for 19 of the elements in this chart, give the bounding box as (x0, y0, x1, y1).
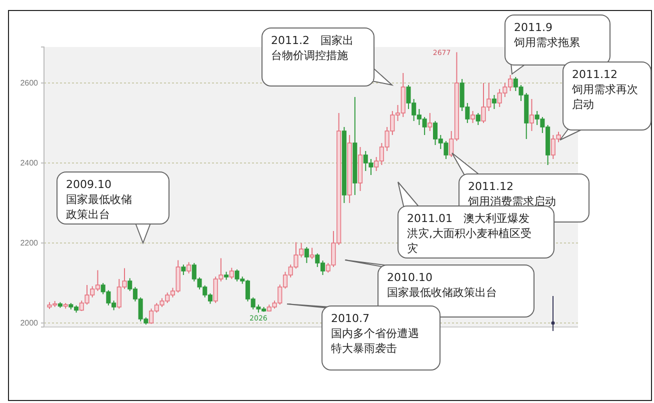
y-tick-label: 2400 (20, 158, 39, 168)
y-tick-label: 2600 (20, 78, 39, 88)
candlestick (529, 98, 534, 132)
annotation: 2011.2 国家出台物价调控措施 (271, 34, 354, 62)
y-tick-label: 2200 (20, 238, 39, 248)
candlestick (470, 110, 476, 124)
candlestick (304, 246, 309, 264)
candlestick (229, 267, 234, 280)
candlestick (310, 247, 314, 260)
candlestick (186, 262, 192, 274)
candlestick (492, 94, 496, 110)
annotation: 2011.9 饲用需求拖累 (513, 21, 580, 49)
candlestick (181, 264, 186, 276)
annotation: 2009.10 国家最低收储政策出台 (66, 178, 132, 221)
candlestick (428, 112, 432, 132)
annotation: 2010.10 国家最低收储政策出台 (387, 271, 497, 299)
y-tick-label: 2000 (20, 318, 39, 328)
annotation: 2011.01 澳大利亚爆发洪灾,大面积小麦种植区受灾 (407, 212, 532, 255)
candlestick (476, 112, 480, 126)
